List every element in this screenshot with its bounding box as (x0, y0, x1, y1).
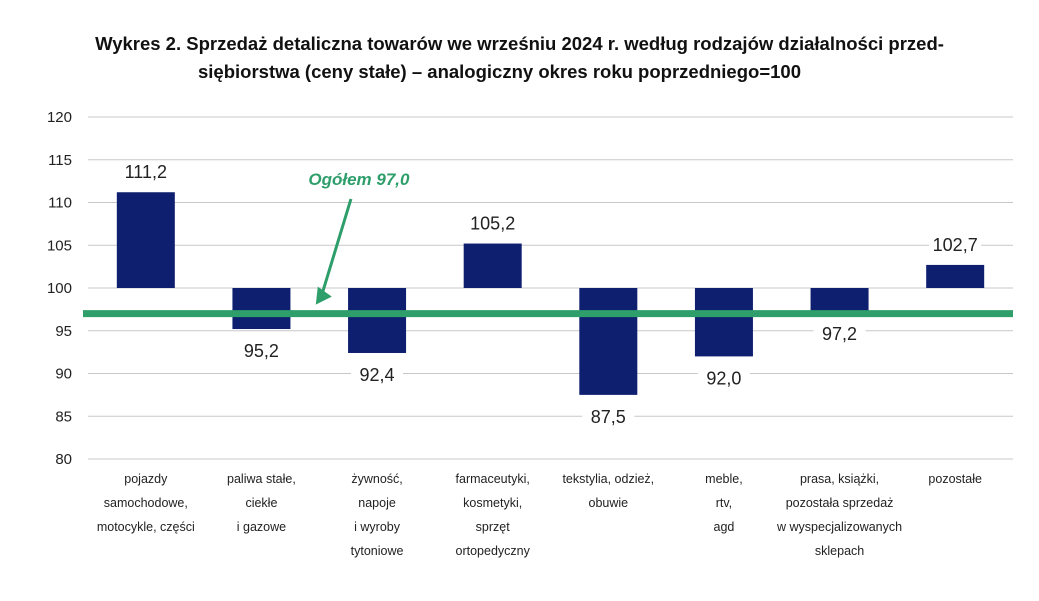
x-category-label: meble, (705, 472, 743, 486)
x-category-label: sklepach (815, 544, 864, 558)
y-tick-label: 120 (47, 109, 72, 126)
x-category-label: ciekłe (245, 496, 277, 510)
x-category-label: kosmetyki, (463, 496, 522, 510)
value-label: 102,7 (933, 235, 978, 255)
y-tick-label: 105 (47, 237, 72, 254)
value-label-background (697, 367, 750, 391)
value-label: 92,4 (360, 365, 395, 385)
value-label-background (466, 212, 519, 236)
value-label-background (351, 363, 404, 387)
bar (579, 288, 638, 395)
reference-line-label: Ogółem 97,0 (308, 170, 410, 189)
x-category-label: żywność, (351, 472, 402, 486)
value-label: 97,2 (822, 324, 857, 344)
chart-title-line-2: siębiorstwa (ceny stałe) – analogiczny o… (198, 61, 801, 82)
x-category-label: prasa, książki, (800, 472, 879, 486)
chart-title: Wykres 2. Sprzedaż detaliczna towarów we… (0, 30, 1039, 86)
arrow-head-icon (315, 286, 332, 305)
bar (926, 264, 985, 288)
bar (694, 288, 753, 357)
y-tick-label: 110 (48, 195, 72, 212)
x-category-label: sprzęt (476, 520, 511, 534)
value-label-background (929, 233, 982, 257)
x-category-label: obuwie (589, 496, 629, 510)
x-category-label: napoje (358, 496, 396, 510)
x-category-label: w wyspecjalizowanych (776, 520, 902, 534)
arrow-shaft (321, 198, 353, 293)
value-label: 105,2 (470, 214, 515, 234)
value-label: 87,5 (591, 407, 626, 427)
value-label: 95,2 (244, 341, 279, 361)
x-category-label: i gazowe (237, 520, 286, 534)
x-category-label: tekstylia, odzież, (562, 472, 654, 486)
x-category-label: pojazdy (124, 472, 168, 486)
y-tick-label: 80 (55, 451, 72, 468)
value-label-background (235, 340, 288, 364)
x-category-label: tytoniowe (351, 544, 404, 558)
x-category-label: ortopedyczny (456, 544, 531, 558)
x-category-label: motocykle, części (97, 520, 195, 534)
x-category-label: agd (714, 520, 735, 534)
bar (116, 192, 175, 288)
x-category-label: paliwa stałe, (227, 472, 296, 486)
bar (463, 243, 522, 288)
x-category-label: rtv, (716, 496, 732, 510)
x-category-label: pozostała sprzedaż (786, 496, 894, 510)
x-category-label: i wyroby (354, 520, 401, 534)
value-label: 92,0 (706, 368, 741, 388)
value-label-background (582, 405, 635, 429)
y-tick-label: 115 (48, 152, 72, 169)
y-tick-label: 100 (47, 280, 72, 297)
y-tick-label: 95 (55, 323, 72, 340)
x-category-label: pozostałe (928, 472, 982, 486)
bar (810, 288, 869, 312)
value-label-background (813, 322, 866, 346)
x-category-label: samochodowe, (104, 496, 188, 510)
x-category-label: farmaceutyki, (456, 472, 530, 486)
value-label: 111,2 (125, 162, 167, 182)
y-tick-label: 85 (55, 408, 72, 425)
y-tick-label: 90 (55, 366, 72, 383)
bar (232, 288, 291, 330)
value-label-background (119, 161, 172, 185)
chart-title-line-1: Wykres 2. Sprzedaż detaliczna towarów we… (95, 33, 944, 54)
bar (348, 288, 407, 353)
